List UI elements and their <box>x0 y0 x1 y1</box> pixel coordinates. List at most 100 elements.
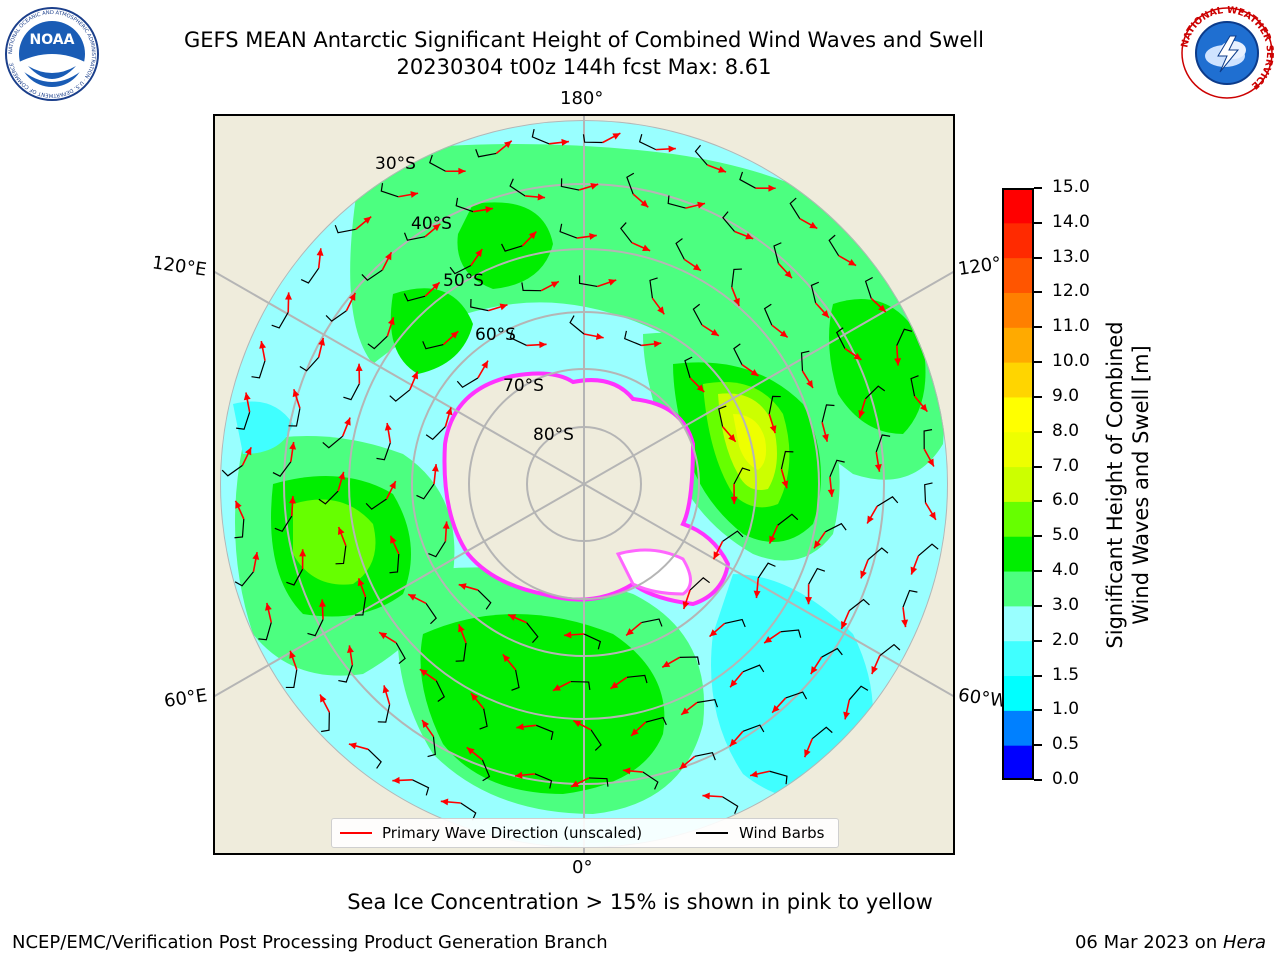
wind-barb <box>583 633 602 650</box>
colorbar-bin <box>1002 431 1034 468</box>
wind-barb <box>511 669 520 691</box>
wind-barb <box>221 464 243 477</box>
wave-arrow-head <box>810 666 818 675</box>
wave-arrow-head <box>595 332 604 340</box>
colorbar-tick-label: 3.0 <box>1052 594 1080 615</box>
wave-arrow-head <box>640 199 649 208</box>
wave-arrow-head <box>709 629 718 637</box>
wave-arrow-head <box>243 392 251 401</box>
wind-barb <box>234 518 245 539</box>
wind-barb <box>675 238 685 260</box>
wind-barb <box>879 643 901 657</box>
colorbar-bin <box>1002 745 1034 780</box>
wave-arrow-head <box>730 496 738 504</box>
wind-barb <box>300 267 320 284</box>
wave-height-low-field <box>233 401 873 801</box>
wave-arrow-head <box>901 619 909 628</box>
wind-barb <box>367 748 382 769</box>
wave-arrow-head <box>440 798 449 806</box>
wave-arrow-head <box>385 252 392 261</box>
colorbar-bin <box>1002 222 1034 259</box>
wind-barb <box>272 461 292 477</box>
wave-arrow-head <box>408 594 417 601</box>
lon-label-120w: 120° <box>956 253 1003 280</box>
date-stamp: 06 Mar 2023 on Hera <box>1075 932 1266 953</box>
wind-barb <box>679 656 700 666</box>
colorbar-tick-mark <box>1034 326 1042 329</box>
wind-barb <box>531 129 550 145</box>
wave-arrow-head <box>657 306 665 315</box>
colorbar-label: Significant Height of Combined Wind Wave… <box>1102 321 1154 648</box>
wind-barb <box>722 211 736 232</box>
wind-barb <box>501 243 523 252</box>
colorbar-tick-label: 0.0 <box>1052 769 1080 789</box>
wind-barb <box>258 622 272 641</box>
wind-barb <box>811 726 833 740</box>
colorbar-tick-mark <box>1034 604 1042 607</box>
wave-arrow-head <box>344 417 351 426</box>
colorbar-tick-mark <box>1034 221 1042 224</box>
wind-barb <box>624 330 642 346</box>
wind-barb <box>902 589 918 608</box>
wave-arrow-head <box>431 464 439 472</box>
colorbar-tick-mark <box>1034 291 1042 294</box>
wind-barb <box>582 134 603 144</box>
wave-arrow-head <box>843 711 850 720</box>
colorbar-tick-label: 15.0 <box>1052 177 1090 197</box>
wind-barb <box>286 568 304 586</box>
wave-arrow-head <box>631 728 639 736</box>
wave-arrow-head <box>853 352 862 360</box>
wind-barb <box>645 716 667 726</box>
polar-map: 30°S 40°S 50°S 60°S 70°S 80°S <box>213 114 955 855</box>
wave-arrow-head <box>874 464 882 472</box>
wave-arrow-head <box>804 749 811 758</box>
wind-barb <box>848 598 870 612</box>
wave-arrow-head <box>679 761 688 770</box>
wind-barb <box>285 669 298 689</box>
wind-barb <box>380 183 399 198</box>
wave-arrow-head <box>561 138 569 146</box>
wave-arrow-head <box>764 636 773 644</box>
colorbar-bin <box>1002 327 1034 363</box>
wind-barb <box>236 411 251 430</box>
wave-arrow-head <box>285 292 292 300</box>
wave-arrow-head <box>458 167 466 175</box>
wind-barb <box>321 712 330 733</box>
wave-arrow-head <box>753 590 761 599</box>
wave-arrow-head <box>681 707 690 715</box>
wind-barb <box>875 434 891 453</box>
wind-barb <box>361 269 383 282</box>
wave-arrow-head <box>781 480 789 489</box>
wave-arrow-head <box>347 645 354 653</box>
wave-arrow-head <box>387 317 395 326</box>
wave-arrow-head <box>516 723 524 731</box>
lat-label-80s: 80°S <box>533 425 574 445</box>
nws-logo: NATIONAL WEATHER SERVICE <box>1179 6 1275 99</box>
antarctica-landmass <box>442 371 731 607</box>
wind-barb <box>560 178 580 191</box>
colorbar <box>1002 188 1034 780</box>
wave-arrow-head <box>410 191 419 198</box>
wave-arrow-head <box>481 360 488 369</box>
wave-arrow-head <box>860 570 867 579</box>
colorbar-bin <box>1002 675 1034 711</box>
wind-barb <box>917 543 939 557</box>
wave-height-max-core <box>718 393 777 490</box>
wave-arrow-head <box>730 679 738 688</box>
wind-barb <box>365 498 387 510</box>
wind-barb <box>896 328 913 346</box>
wind-barb <box>534 773 553 789</box>
wind-barb <box>470 298 489 312</box>
wave-arrow-head <box>338 471 346 480</box>
wind-barb <box>864 276 873 299</box>
chart-title: GEFS MEAN Antarctic Significant Height o… <box>183 28 985 52</box>
wind-barb <box>271 312 289 329</box>
wave-arrow-head <box>622 767 631 775</box>
wind-barb <box>821 647 843 658</box>
wave-arrow-head <box>612 133 621 140</box>
wave-arrow-head <box>379 632 388 640</box>
wind-barb <box>569 315 585 335</box>
wind-barb <box>377 704 391 723</box>
wind-barb <box>638 133 657 151</box>
wind-barbs-legend-swatch <box>696 832 728 834</box>
